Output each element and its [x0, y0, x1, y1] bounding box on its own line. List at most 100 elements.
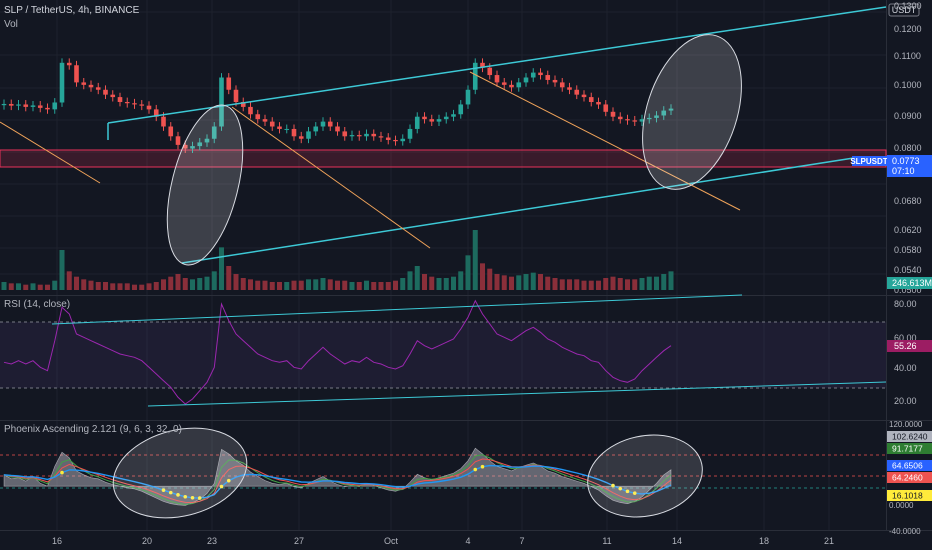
- volume-bar: [349, 282, 355, 290]
- last-price: 0.0773: [892, 156, 920, 166]
- volume-bar: [226, 266, 232, 290]
- candle-body: [552, 79, 558, 83]
- phoenix-axis[interactable]: 120.0000 0.0000 -40.0000: [889, 420, 923, 536]
- price-tick: 0.1000: [894, 80, 922, 90]
- currency-label: USDT: [892, 5, 917, 15]
- time-tick: 20: [142, 536, 152, 546]
- candle-body: [30, 105, 36, 107]
- candle-body: [516, 82, 522, 88]
- volume-bar: [204, 276, 210, 290]
- volume-bar: [661, 274, 667, 290]
- candle-body: [95, 87, 101, 90]
- phoenix-tag: [887, 472, 932, 483]
- phoenix-dot: [226, 478, 231, 483]
- time-tick: Oct: [384, 536, 399, 546]
- candle-body: [465, 89, 471, 105]
- candle-body: [654, 115, 659, 118]
- volume-bar: [364, 280, 369, 290]
- candle-body: [291, 128, 297, 137]
- volume-bar: [117, 283, 123, 290]
- time-tick: 21: [824, 536, 834, 546]
- time-tick: 23: [207, 536, 217, 546]
- highlight-ellipse-right[interactable]: [624, 22, 759, 202]
- volume-bar: [327, 279, 333, 290]
- phoenix-dot: [197, 496, 202, 500]
- volume-bar: [306, 279, 311, 290]
- volume-legend[interactable]: Vol: [4, 19, 18, 30]
- volume-bar: [480, 263, 485, 290]
- volume-bar: [588, 280, 594, 290]
- channel-upper-line[interactable]: [107, 6, 887, 124]
- candle-body: [103, 89, 108, 95]
- trendline-3[interactable]: [469, 71, 741, 211]
- volume-bar: [335, 280, 340, 290]
- candle-body: [219, 77, 224, 127]
- symbol-legend[interactable]: SLP / TetherUS, 4h, BINANCE: [4, 5, 140, 16]
- volume-bar: [269, 282, 275, 290]
- phoenix-dot: [625, 489, 630, 494]
- volume-bar: [291, 280, 297, 290]
- bar-countdown: 07:10: [892, 166, 915, 176]
- volume-bar: [581, 280, 587, 290]
- volume-bar: [429, 276, 435, 290]
- volume-bar: [458, 271, 464, 290]
- trendline-1[interactable]: [0, 121, 101, 184]
- candle-body: [182, 144, 188, 149]
- volume-bar: [646, 276, 652, 290]
- rsi-legend[interactable]: RSI (14, close): [4, 299, 70, 310]
- phoenix-dot: [161, 488, 166, 492]
- currency-badge[interactable]: [888, 3, 920, 17]
- candle-body: [74, 65, 79, 83]
- volume-bar: [124, 283, 130, 290]
- candle-body: [66, 62, 72, 66]
- rsi-trendline-upper[interactable]: [51, 294, 743, 325]
- candle-body: [617, 116, 623, 120]
- volume-bar: [422, 274, 427, 290]
- volume-bar: [16, 283, 21, 290]
- volume-bars: [1, 230, 674, 290]
- volume-bar: [494, 274, 500, 290]
- volume-bar: [632, 279, 638, 290]
- time-axis[interactable]: 16 20 23 27 Oct 4 7 11 14 18 21: [52, 536, 834, 546]
- candle-body: [610, 111, 616, 117]
- price-axis[interactable]: 0.1300 0.1200 0.1100 0.1000 0.0900 0.0800 0.06…: [894, 1, 922, 295]
- rsi-trendline-lower[interactable]: [147, 381, 887, 407]
- phoenix-tick: 120.0000: [889, 420, 923, 429]
- volume-bar: [313, 279, 319, 290]
- volume-bar: [132, 284, 137, 290]
- phoenix-ellipse-left[interactable]: [104, 415, 257, 531]
- trendline-2[interactable]: [231, 106, 431, 249]
- volume-bar: [95, 282, 101, 290]
- volume-bar: [552, 278, 558, 290]
- price-tick: 0.0680: [894, 196, 922, 206]
- phoenix-dot: [190, 495, 195, 500]
- candle-body: [414, 116, 420, 129]
- resistance-zone[interactable]: [0, 149, 887, 168]
- candle-body: [110, 94, 116, 98]
- candle-body: [371, 133, 377, 137]
- rsi-tick: 60.00: [894, 333, 917, 343]
- candle-body: [132, 103, 137, 105]
- volume-bar: [371, 282, 377, 290]
- candle-body: [443, 116, 449, 120]
- candle-body: [574, 89, 580, 95]
- rsi-axis[interactable]: 80.00 60.00 40.00 20.00: [894, 299, 917, 406]
- channel-lower-line[interactable]: [181, 156, 861, 264]
- phoenix-legend[interactable]: Phoenix Ascending 2.121 (9, 6, 3, 32, 0): [4, 424, 182, 435]
- phoenix-ellipse-right[interactable]: [580, 425, 710, 527]
- volume-bar: [175, 274, 181, 290]
- volume-bar: [88, 280, 94, 290]
- symbol-price-tag: [852, 156, 887, 166]
- phoenix-tag: [887, 460, 932, 471]
- phoenix-dot: [219, 484, 224, 489]
- volume-bar: [161, 279, 166, 290]
- price-tick: 0.0620: [894, 225, 922, 235]
- candle-body: [327, 121, 333, 127]
- candle-body: [429, 119, 435, 122]
- volume-bar: [567, 279, 572, 290]
- phoenix-blue-line: [3, 464, 672, 499]
- time-tick: 7: [519, 536, 524, 546]
- volume-bar: [654, 276, 659, 290]
- highlight-ellipse-left[interactable]: [153, 97, 257, 272]
